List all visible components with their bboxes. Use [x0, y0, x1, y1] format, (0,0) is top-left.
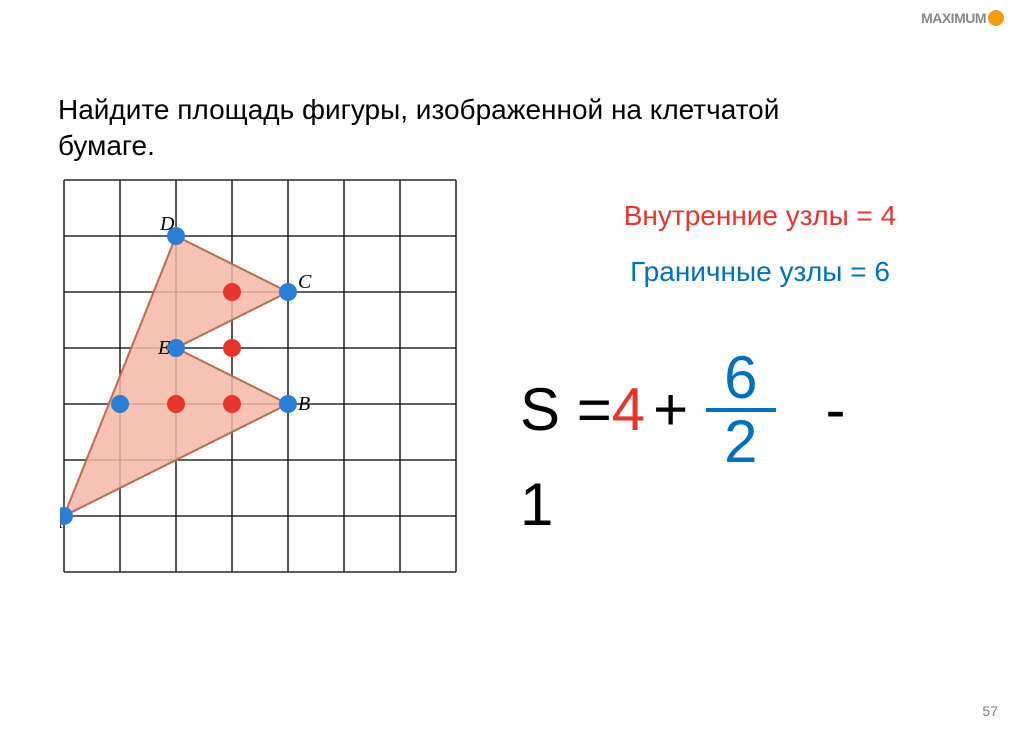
formula-fraction: 6 2 — [706, 348, 775, 472]
formula-one: 1 — [520, 472, 1000, 538]
svg-text:C: C — [298, 271, 312, 293]
logo: MAXIMUM — [921, 10, 1004, 26]
formula-plus: + — [653, 377, 688, 443]
formula-minus: - — [826, 377, 846, 443]
interior-nodes-label: Внутренние узлы = 4 — [520, 200, 1000, 232]
grid-figure: ABECD — [60, 176, 460, 576]
problem-title: Найдите площадь фигуры, изображенной на … — [58, 92, 808, 165]
logo-text: MAXIMUM — [921, 10, 986, 26]
formula-denominator: 2 — [706, 412, 775, 472]
formula-lhs: S = — [520, 377, 612, 443]
svg-text:D: D — [159, 213, 175, 235]
formula-numerator: 6 — [706, 348, 775, 412]
svg-text:B: B — [298, 393, 310, 415]
boundary-nodes-label: Граничные узлы = 6 — [520, 256, 1000, 288]
logo-icon — [988, 10, 1004, 26]
solution-panel: Внутренние узлы = 4 Граничные узлы = 6 S… — [520, 200, 1000, 538]
page-number: 57 — [982, 703, 998, 719]
formula-interior: 4 — [612, 377, 645, 443]
picks-formula: S = 4 + 6 2 - 1 — [520, 348, 1000, 538]
svg-text:E: E — [157, 337, 170, 359]
